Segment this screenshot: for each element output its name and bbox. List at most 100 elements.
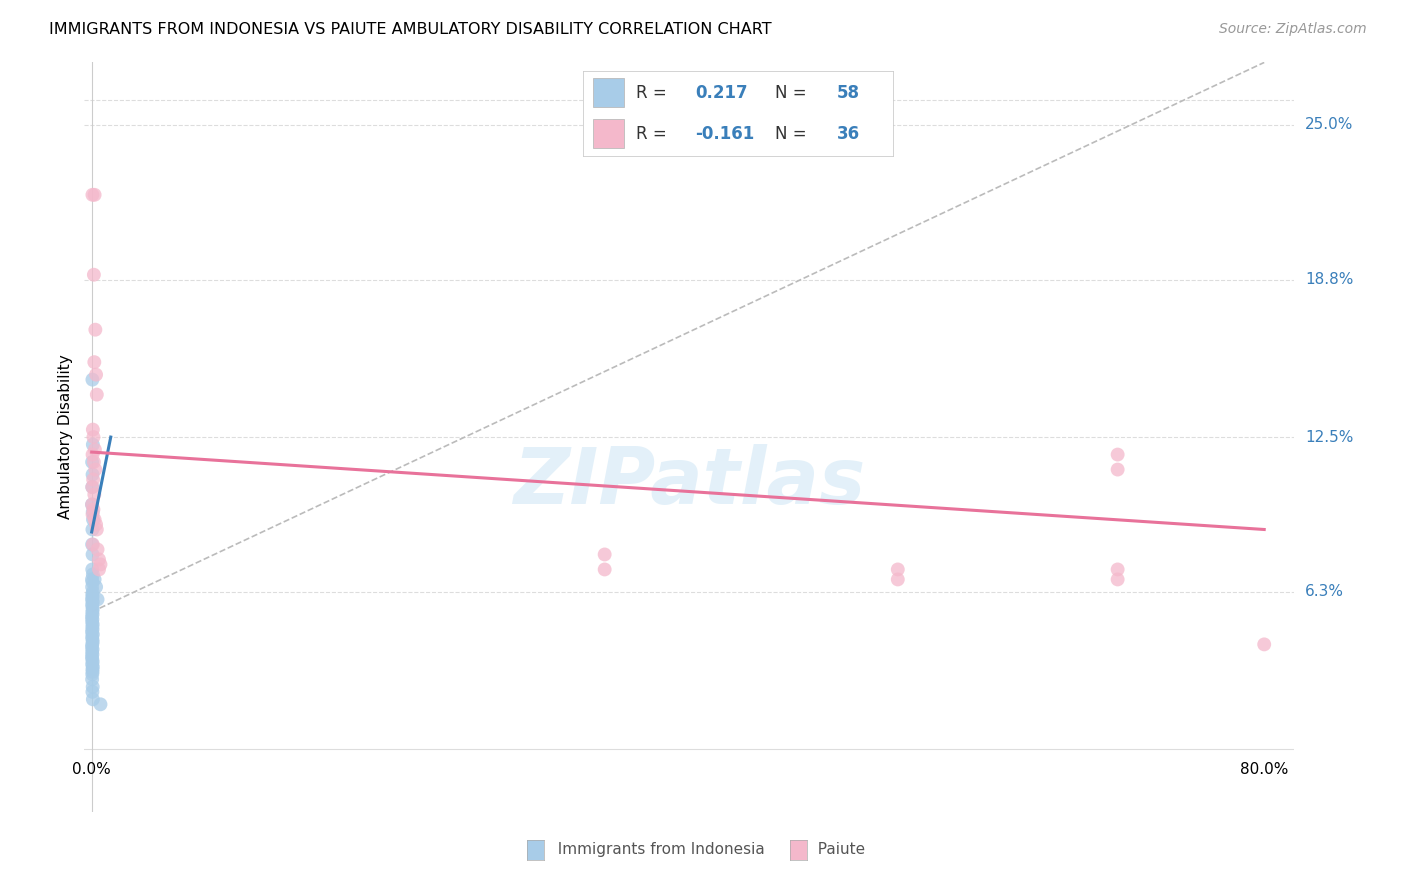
Point bbox=[86, 387, 108, 401]
FancyBboxPatch shape bbox=[593, 119, 624, 147]
Text: Ambulatory Disability: Ambulatory Disability bbox=[58, 355, 73, 519]
Point bbox=[82, 660, 104, 674]
Point bbox=[82, 498, 104, 512]
Point bbox=[82, 607, 104, 622]
Point bbox=[82, 448, 104, 462]
Text: 12.5%: 12.5% bbox=[1305, 430, 1354, 444]
Point bbox=[80, 624, 103, 639]
Point bbox=[84, 368, 107, 382]
Point bbox=[1107, 448, 1129, 462]
Point bbox=[87, 562, 110, 576]
Point bbox=[82, 480, 104, 494]
Point bbox=[82, 598, 104, 612]
Point bbox=[1107, 462, 1129, 476]
Point bbox=[83, 187, 105, 202]
Text: 58: 58 bbox=[837, 85, 860, 103]
Point bbox=[83, 355, 105, 369]
Text: N =: N = bbox=[775, 85, 813, 103]
Point bbox=[82, 599, 104, 614]
Point bbox=[80, 640, 103, 654]
Text: Paiute: Paiute bbox=[808, 842, 866, 856]
Point bbox=[82, 548, 104, 562]
Point bbox=[82, 508, 104, 522]
Text: 18.8%: 18.8% bbox=[1305, 272, 1354, 287]
Point bbox=[83, 455, 105, 469]
Point bbox=[82, 467, 104, 482]
Point bbox=[84, 462, 107, 476]
Text: 0.0%: 0.0% bbox=[72, 762, 111, 777]
Point bbox=[82, 562, 104, 576]
Point bbox=[80, 573, 103, 587]
Point bbox=[82, 655, 104, 669]
Point bbox=[82, 630, 104, 644]
Point bbox=[83, 573, 105, 587]
Point bbox=[82, 627, 104, 641]
Text: R =: R = bbox=[636, 85, 672, 103]
Point bbox=[82, 673, 104, 687]
Point bbox=[82, 645, 104, 659]
Text: R =: R = bbox=[636, 125, 672, 143]
Point bbox=[887, 562, 910, 576]
Text: -0.161: -0.161 bbox=[695, 125, 754, 143]
Point bbox=[82, 657, 104, 672]
Point bbox=[83, 268, 105, 282]
Point bbox=[82, 620, 104, 634]
Point bbox=[82, 685, 104, 699]
Point bbox=[82, 615, 104, 629]
Text: 0.217: 0.217 bbox=[695, 85, 748, 103]
Point bbox=[82, 423, 104, 437]
Point bbox=[82, 567, 104, 582]
Point bbox=[82, 637, 104, 651]
Point bbox=[83, 512, 105, 526]
Text: Immigrants from Indonesia: Immigrants from Indonesia bbox=[548, 842, 765, 856]
Point bbox=[86, 592, 108, 607]
Point bbox=[82, 373, 104, 387]
Point bbox=[84, 442, 107, 457]
Text: N =: N = bbox=[775, 125, 813, 143]
Point bbox=[82, 537, 104, 551]
Point bbox=[1107, 573, 1129, 587]
Point bbox=[82, 680, 104, 694]
Point bbox=[82, 537, 104, 551]
Point bbox=[593, 548, 616, 562]
Point bbox=[86, 523, 108, 537]
Point bbox=[887, 573, 910, 587]
Text: 25.0%: 25.0% bbox=[1305, 118, 1354, 132]
Point bbox=[80, 498, 103, 512]
Point bbox=[82, 523, 104, 537]
Point bbox=[82, 612, 104, 626]
Point bbox=[82, 652, 104, 666]
Point bbox=[82, 635, 104, 649]
Point bbox=[89, 558, 111, 572]
Point bbox=[82, 574, 104, 589]
FancyBboxPatch shape bbox=[593, 78, 624, 107]
Point bbox=[82, 617, 104, 632]
Text: ZIPatlas: ZIPatlas bbox=[513, 444, 865, 520]
Point bbox=[84, 517, 107, 532]
Point bbox=[82, 662, 104, 676]
Point bbox=[82, 437, 104, 451]
Point bbox=[82, 473, 104, 487]
Point bbox=[84, 323, 107, 337]
Point bbox=[83, 487, 105, 501]
Point bbox=[82, 648, 104, 662]
Point bbox=[80, 649, 103, 664]
Point bbox=[82, 590, 104, 604]
Point bbox=[82, 623, 104, 637]
Text: 36: 36 bbox=[837, 125, 860, 143]
Point bbox=[86, 542, 108, 557]
Point bbox=[87, 552, 110, 566]
Point bbox=[82, 667, 104, 681]
Point bbox=[80, 610, 103, 624]
Point bbox=[593, 562, 616, 576]
Point bbox=[82, 187, 104, 202]
Point bbox=[82, 602, 104, 616]
Point bbox=[82, 587, 104, 601]
Text: IMMIGRANTS FROM INDONESIA VS PAIUTE AMBULATORY DISABILITY CORRELATION CHART: IMMIGRANTS FROM INDONESIA VS PAIUTE AMBU… bbox=[49, 22, 772, 37]
Point bbox=[1253, 637, 1275, 651]
Point bbox=[82, 692, 104, 706]
Text: 6.3%: 6.3% bbox=[1305, 584, 1344, 599]
Point bbox=[1107, 562, 1129, 576]
Text: Source: ZipAtlas.com: Source: ZipAtlas.com bbox=[1219, 22, 1367, 37]
Point bbox=[82, 455, 104, 469]
